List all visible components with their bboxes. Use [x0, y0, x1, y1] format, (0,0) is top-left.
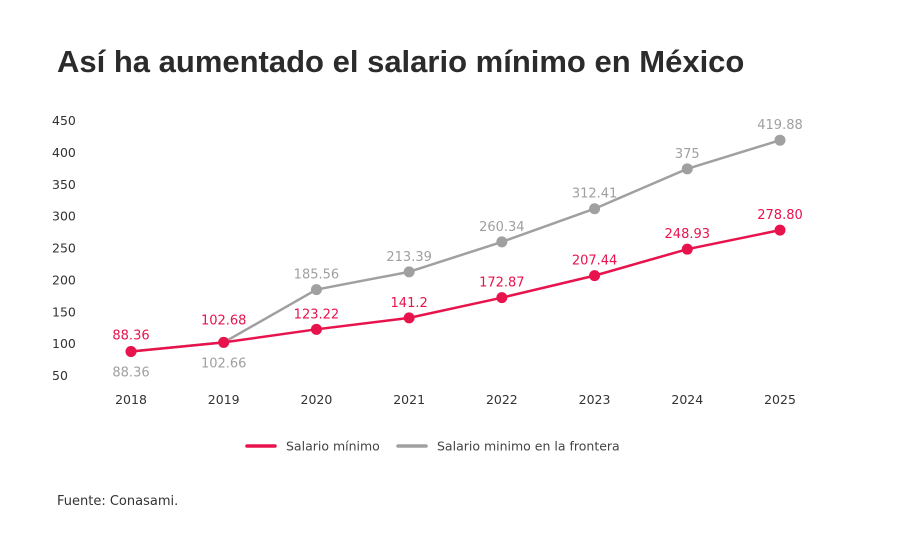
- x-tick-label: 2019: [208, 392, 240, 407]
- data-label: 102.68: [201, 313, 247, 328]
- data-label: 419.88: [757, 118, 803, 133]
- y-tick-label: 200: [52, 272, 76, 287]
- data-point: [589, 270, 601, 282]
- data-label: 141.2: [391, 296, 428, 311]
- x-tick-label: 2018: [115, 392, 147, 407]
- data-point: [681, 163, 693, 175]
- legend-item-salario-frontera: Salario minimo en la frontera: [396, 439, 620, 454]
- x-tick-label: 2025: [764, 392, 796, 407]
- data-point: [403, 266, 415, 278]
- data-label: 278.80: [757, 208, 803, 223]
- y-tick-label: 50: [52, 368, 68, 383]
- data-label: 213.39: [386, 250, 432, 265]
- x-tick-label: 2024: [671, 392, 703, 407]
- y-tick-label: 400: [52, 145, 76, 160]
- data-point: [774, 134, 786, 146]
- data-label: 248.93: [665, 227, 711, 242]
- data-label: 207.44: [572, 254, 618, 269]
- data-point: [310, 323, 322, 335]
- data-point: [589, 203, 601, 215]
- x-tick-label: 2021: [393, 392, 425, 407]
- data-point: [774, 224, 786, 236]
- y-tick-label: 300: [52, 209, 76, 224]
- source-note: Fuente: Conasami.: [57, 494, 179, 509]
- x-axis: 2018 2019 2020 2021 2022 2023 2024 2025: [115, 392, 796, 407]
- data-label: 260.34: [479, 220, 525, 235]
- data-label: 88.36: [112, 329, 149, 344]
- data-label: 172.87: [479, 276, 525, 291]
- data-point: [496, 292, 508, 304]
- series-line: [129, 138, 782, 353]
- data-labels: 88.36 102.68 123.22 141.2 172.87 207.44 248.93…: [112, 118, 802, 380]
- y-axis: 450 400 350 300 250 200 150 100 50: [52, 113, 76, 383]
- x-tick-label: 2023: [579, 392, 611, 407]
- data-point: [681, 243, 693, 255]
- x-tick-label: 2022: [486, 392, 518, 407]
- y-tick-label: 450: [52, 113, 76, 128]
- x-tick-label: 2020: [301, 392, 333, 407]
- y-tick-label: 350: [52, 177, 76, 192]
- data-label: 102.66: [201, 356, 247, 371]
- data-point: [403, 312, 415, 324]
- series-salario-minimo: [125, 224, 786, 358]
- legend-label: Salario minimo en la frontera: [437, 439, 620, 454]
- data-point: [125, 346, 137, 358]
- data-label: 375: [675, 147, 700, 162]
- data-label: 123.22: [294, 307, 340, 322]
- series-line: [129, 228, 782, 353]
- data-label: 185.56: [294, 268, 340, 283]
- data-point: [218, 336, 230, 348]
- data-label: 312.41: [572, 187, 618, 202]
- data-label: 88.36: [112, 366, 149, 381]
- y-tick-label: 100: [52, 336, 76, 351]
- series-layer: 88.36 102.68 123.22 141.2 172.87 207.44 248.93…: [112, 118, 802, 380]
- y-tick-label: 150: [52, 304, 76, 319]
- legend-item-salario-minimo: Salario mínimo: [245, 439, 380, 454]
- chart-title: Así ha aumentado el salario mínimo en Mé…: [57, 44, 745, 79]
- y-tick-label: 250: [52, 241, 76, 256]
- data-point: [310, 284, 322, 296]
- legend: Salario mínimo Salario minimo en la front…: [245, 439, 620, 454]
- legend-label: Salario mínimo: [286, 439, 380, 454]
- data-point: [496, 236, 508, 248]
